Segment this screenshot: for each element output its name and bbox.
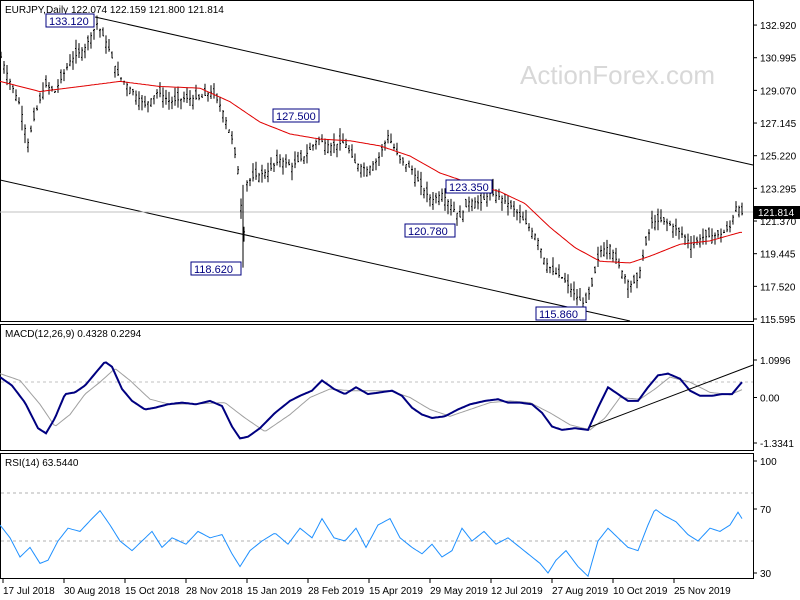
annotation-120-780-label: 120.780 (408, 226, 448, 238)
price-moving-average-line (0, 80, 742, 264)
date-tick-label: 28 Nov 2018 (186, 586, 243, 597)
macd-panel-title: MACD(12,26,9) 0.4328 0.2294 (5, 329, 142, 340)
macd-tick-label: -1.3341 (760, 439, 794, 450)
price-tick-label: 119.445 (760, 250, 796, 261)
rsi-tick-label: 100 (760, 457, 777, 468)
channel-upper-line (94, 16, 754, 166)
date-tick-label: 25 Nov 2019 (674, 586, 731, 597)
date-axis: 17 Jul 2018 30 Aug 2018 15 Oct 2018 28 Nov … (2, 579, 731, 597)
price-tick-label: 123.295 (760, 184, 797, 195)
annotation-115-860-label: 115.860 (539, 309, 578, 321)
price-axis: 132.920 130.995 129.070 127.145 125.220 123.2… (753, 21, 797, 326)
date-tick-label: 27 Aug 2019 (552, 586, 609, 597)
price-panel-title: EURJPY,Daily 122.074 122.159 121.800 121… (5, 5, 224, 16)
date-tick-label: 15 Jan 2019 (247, 586, 302, 597)
price-tick-label: 117.520 (760, 282, 796, 293)
annotation-133-120: 133.120 (45, 13, 95, 28)
annotation-127-500: 127.500 (272, 108, 320, 123)
annotation-115-860: 115.860 (535, 306, 587, 321)
date-tick-label: 12 Jul 2019 (491, 586, 543, 597)
date-tick-label: 15 Oct 2018 (125, 586, 180, 597)
price-tick-label: 132.920 (760, 21, 797, 32)
price-tick-label: 130.995 (760, 54, 797, 65)
price-candles (0, 15, 743, 319)
price-tick-label: 127.145 (760, 119, 797, 130)
price-tick-label: 129.070 (760, 86, 797, 97)
annotation-133-120-label: 133.120 (49, 16, 89, 28)
annotation-118-620-label: 118.620 (194, 264, 233, 276)
rsi-panel-frame (0, 453, 754, 579)
annotation-123-350: 123.350 (445, 179, 493, 194)
macd-tick-label: 0.00 (760, 394, 780, 405)
rsi-tick-label: 30 (760, 569, 772, 580)
price-tick-label: 115.595 (760, 315, 796, 326)
annotation-120-780: 120.780 (404, 223, 456, 238)
rsi-panel-title: RSI(14) 63.5440 (5, 458, 79, 469)
date-tick-label: 15 Apr 2019 (369, 586, 423, 597)
date-tick-label: 29 May 2019 (430, 586, 488, 597)
last-price-label: 121.814 (758, 208, 795, 219)
macd-trendline (589, 364, 754, 428)
macd-line (0, 361, 743, 440)
annotation-127-500-label: 127.500 (276, 111, 316, 123)
macd-axis: 1.0996 0.00 -1.3341 (753, 356, 794, 450)
date-tick-label: 28 Feb 2019 (308, 586, 365, 597)
annotation-123-350-label: 123.350 (449, 182, 489, 194)
rsi-tick-label: 70 (760, 505, 772, 516)
macd-panel-frame (0, 324, 754, 451)
date-tick-label: 17 Jul 2018 (3, 586, 55, 597)
price-tick-label: 125.220 (760, 152, 797, 163)
macd-tick-label: 1.0996 (760, 356, 791, 367)
last-price-label-box (754, 206, 800, 219)
rsi-line (0, 509, 743, 578)
price-tick-label: 121.370 (760, 217, 797, 228)
annotation-118-620: 118.620 (190, 261, 242, 276)
watermark-text: ActionForex.com (520, 60, 715, 90)
rsi-axis: 100 70 30 (753, 457, 777, 580)
date-tick-label: 30 Aug 2018 (64, 586, 121, 597)
channel-lower-line (0, 179, 631, 322)
date-tick-label: 10 Oct 2019 (613, 586, 668, 597)
macd-signal-line (0, 368, 743, 432)
